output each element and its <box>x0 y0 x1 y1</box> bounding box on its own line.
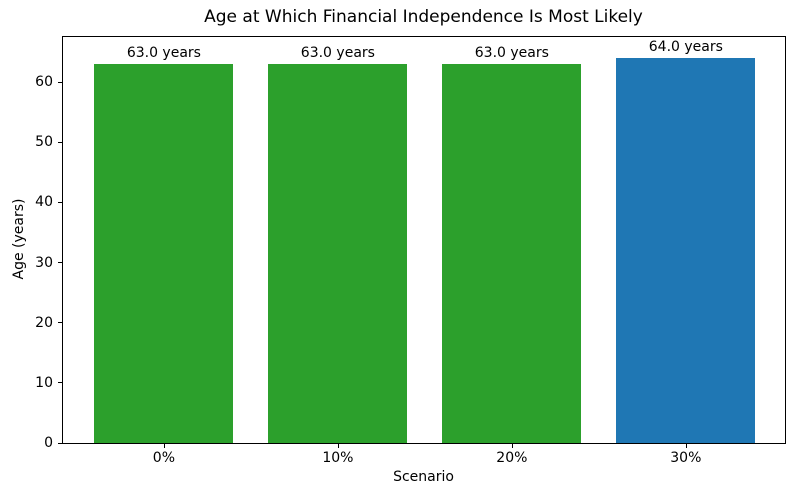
x-tick-mark <box>163 444 165 448</box>
y-tick-label: 0 <box>44 435 53 451</box>
bar <box>442 64 582 443</box>
y-tick-mark <box>58 322 62 324</box>
x-tick-label: 30% <box>670 450 702 466</box>
x-tick-label: 20% <box>496 450 528 466</box>
bar-value-label: 63.0 years <box>126 45 201 62</box>
y-tick-mark <box>58 262 62 264</box>
y-tick-mark <box>58 201 62 203</box>
y-tick-mark <box>58 81 62 83</box>
y-tick-label: 60 <box>35 74 53 91</box>
x-tick-label: 10% <box>322 450 354 466</box>
bar <box>94 64 234 443</box>
y-tick-label: 30 <box>35 254 53 271</box>
y-tick-label: 50 <box>35 134 53 151</box>
x-axis-label: Scenario <box>393 469 454 485</box>
y-tick-label: 20 <box>35 314 53 331</box>
bar-value-label: 63.0 years <box>474 45 549 62</box>
y-tick-mark <box>58 442 62 444</box>
x-tick-mark <box>685 444 687 448</box>
y-tick-mark <box>58 382 62 384</box>
bar-value-label: 64.0 years <box>648 39 723 56</box>
bar <box>616 58 756 443</box>
bar <box>268 64 408 443</box>
chart-title: Age at Which Financial Independence Is M… <box>204 7 643 27</box>
y-tick-label: 40 <box>35 194 53 211</box>
x-tick-mark <box>337 444 339 448</box>
plot-area: 0 10 20 30 40 50 60 63.0 years 0% 63.0 years 10% 63… <box>35 36 786 466</box>
x-tick-mark <box>511 444 513 448</box>
y-tick-mark <box>58 141 62 143</box>
x-tick-label: 0% <box>152 450 175 466</box>
y-tick-label: 10 <box>35 374 53 391</box>
bar-value-label: 63.0 years <box>300 45 375 62</box>
